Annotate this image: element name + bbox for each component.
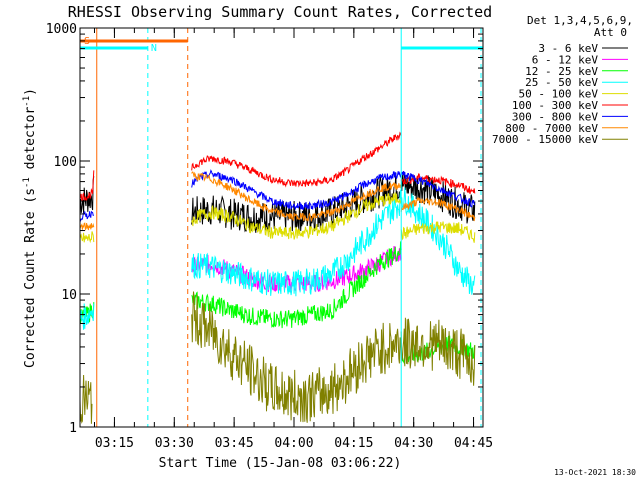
legend-label: 12 - 25 keV: [525, 65, 598, 78]
series-line-0: [79, 176, 95, 214]
series-line-5: [191, 131, 402, 188]
series-line-4: [400, 221, 476, 243]
legend-label: 3 - 6 keV: [538, 42, 598, 55]
series-line-3: [79, 303, 95, 330]
y-axis: 1 10 100 1000: [46, 22, 483, 436]
series-line-2: [191, 241, 402, 329]
legend-label: 6 - 12 keV: [532, 53, 599, 66]
series-line-0: [400, 172, 476, 224]
y-axis-label-mid: detector: [23, 107, 38, 178]
series-line-6: [191, 169, 402, 211]
y-tick-label: 10: [61, 288, 77, 303]
y-axis-label-end: ): [23, 88, 38, 96]
state-bar-label-s: S: [84, 36, 90, 47]
series-line-7: [79, 222, 95, 231]
series-line-7: [400, 196, 476, 222]
legend-header-line1: Det 1,3,4,5,6,9,: [527, 14, 633, 27]
footer-timestamp: 13-Oct-2021 18:30: [554, 468, 636, 477]
y-tick-label: 100: [54, 155, 77, 170]
legend-label: 25 - 50 keV: [525, 76, 598, 89]
x-tick-label: 03:15: [95, 436, 134, 451]
x-axis: 03:15 03:30 03:45 04:00 04:15 04:30 04:45: [93, 28, 493, 451]
y-tick-label: 1000: [46, 22, 77, 37]
series-line-6: [79, 210, 95, 222]
x-tick-label: 03:30: [155, 436, 194, 451]
series-line-8: [400, 317, 476, 386]
series-line-5: [79, 170, 95, 202]
y-axis-label-exp1: -1: [22, 177, 32, 188]
series-line-3: [191, 189, 402, 297]
plot-frame: [79, 27, 484, 428]
series-line-4: [79, 231, 95, 244]
series-line-6: [400, 170, 476, 208]
legend-label: 800 - 7000 keV: [505, 122, 598, 135]
x-tick-label: 04:15: [334, 436, 373, 451]
y-tick-label: 1: [69, 421, 77, 436]
chart-title: RHESSI Observing Summary Count Rates, Co…: [68, 3, 492, 21]
legend-header-line2: Att 0: [594, 26, 627, 39]
state-markers: SN: [80, 28, 483, 427]
x-tick-label: 04:00: [274, 436, 313, 451]
series-line-8: [191, 291, 402, 423]
state-bar-label-n: N: [151, 43, 157, 54]
legend-label: 300 - 800 keV: [512, 110, 598, 123]
y-axis-label-exp2: -1: [22, 96, 32, 107]
series-line-5: [400, 173, 476, 195]
x-tick-label: 04:30: [394, 436, 433, 451]
x-axis-label: Start Time (15-Jan-08 03:06:22): [159, 456, 402, 471]
x-tick-label: 04:45: [454, 436, 493, 451]
plot-content: [79, 131, 476, 424]
series-line-3: [400, 187, 476, 295]
y-axis-label-main: Corrected Count Rate (s: [23, 188, 38, 368]
legend-label: 50 - 100 keV: [519, 88, 599, 101]
series-line-4: [191, 192, 402, 240]
y-axis-label: Corrected Count Rate (s-1 detector-1): [22, 88, 38, 368]
x-tick-label: 03:45: [215, 436, 254, 451]
legend-label: 100 - 300 keV: [512, 99, 598, 112]
legend-label: 7000 - 15000 keV: [492, 133, 598, 146]
series-line-8: [79, 374, 93, 424]
series-line-7: [191, 171, 402, 223]
